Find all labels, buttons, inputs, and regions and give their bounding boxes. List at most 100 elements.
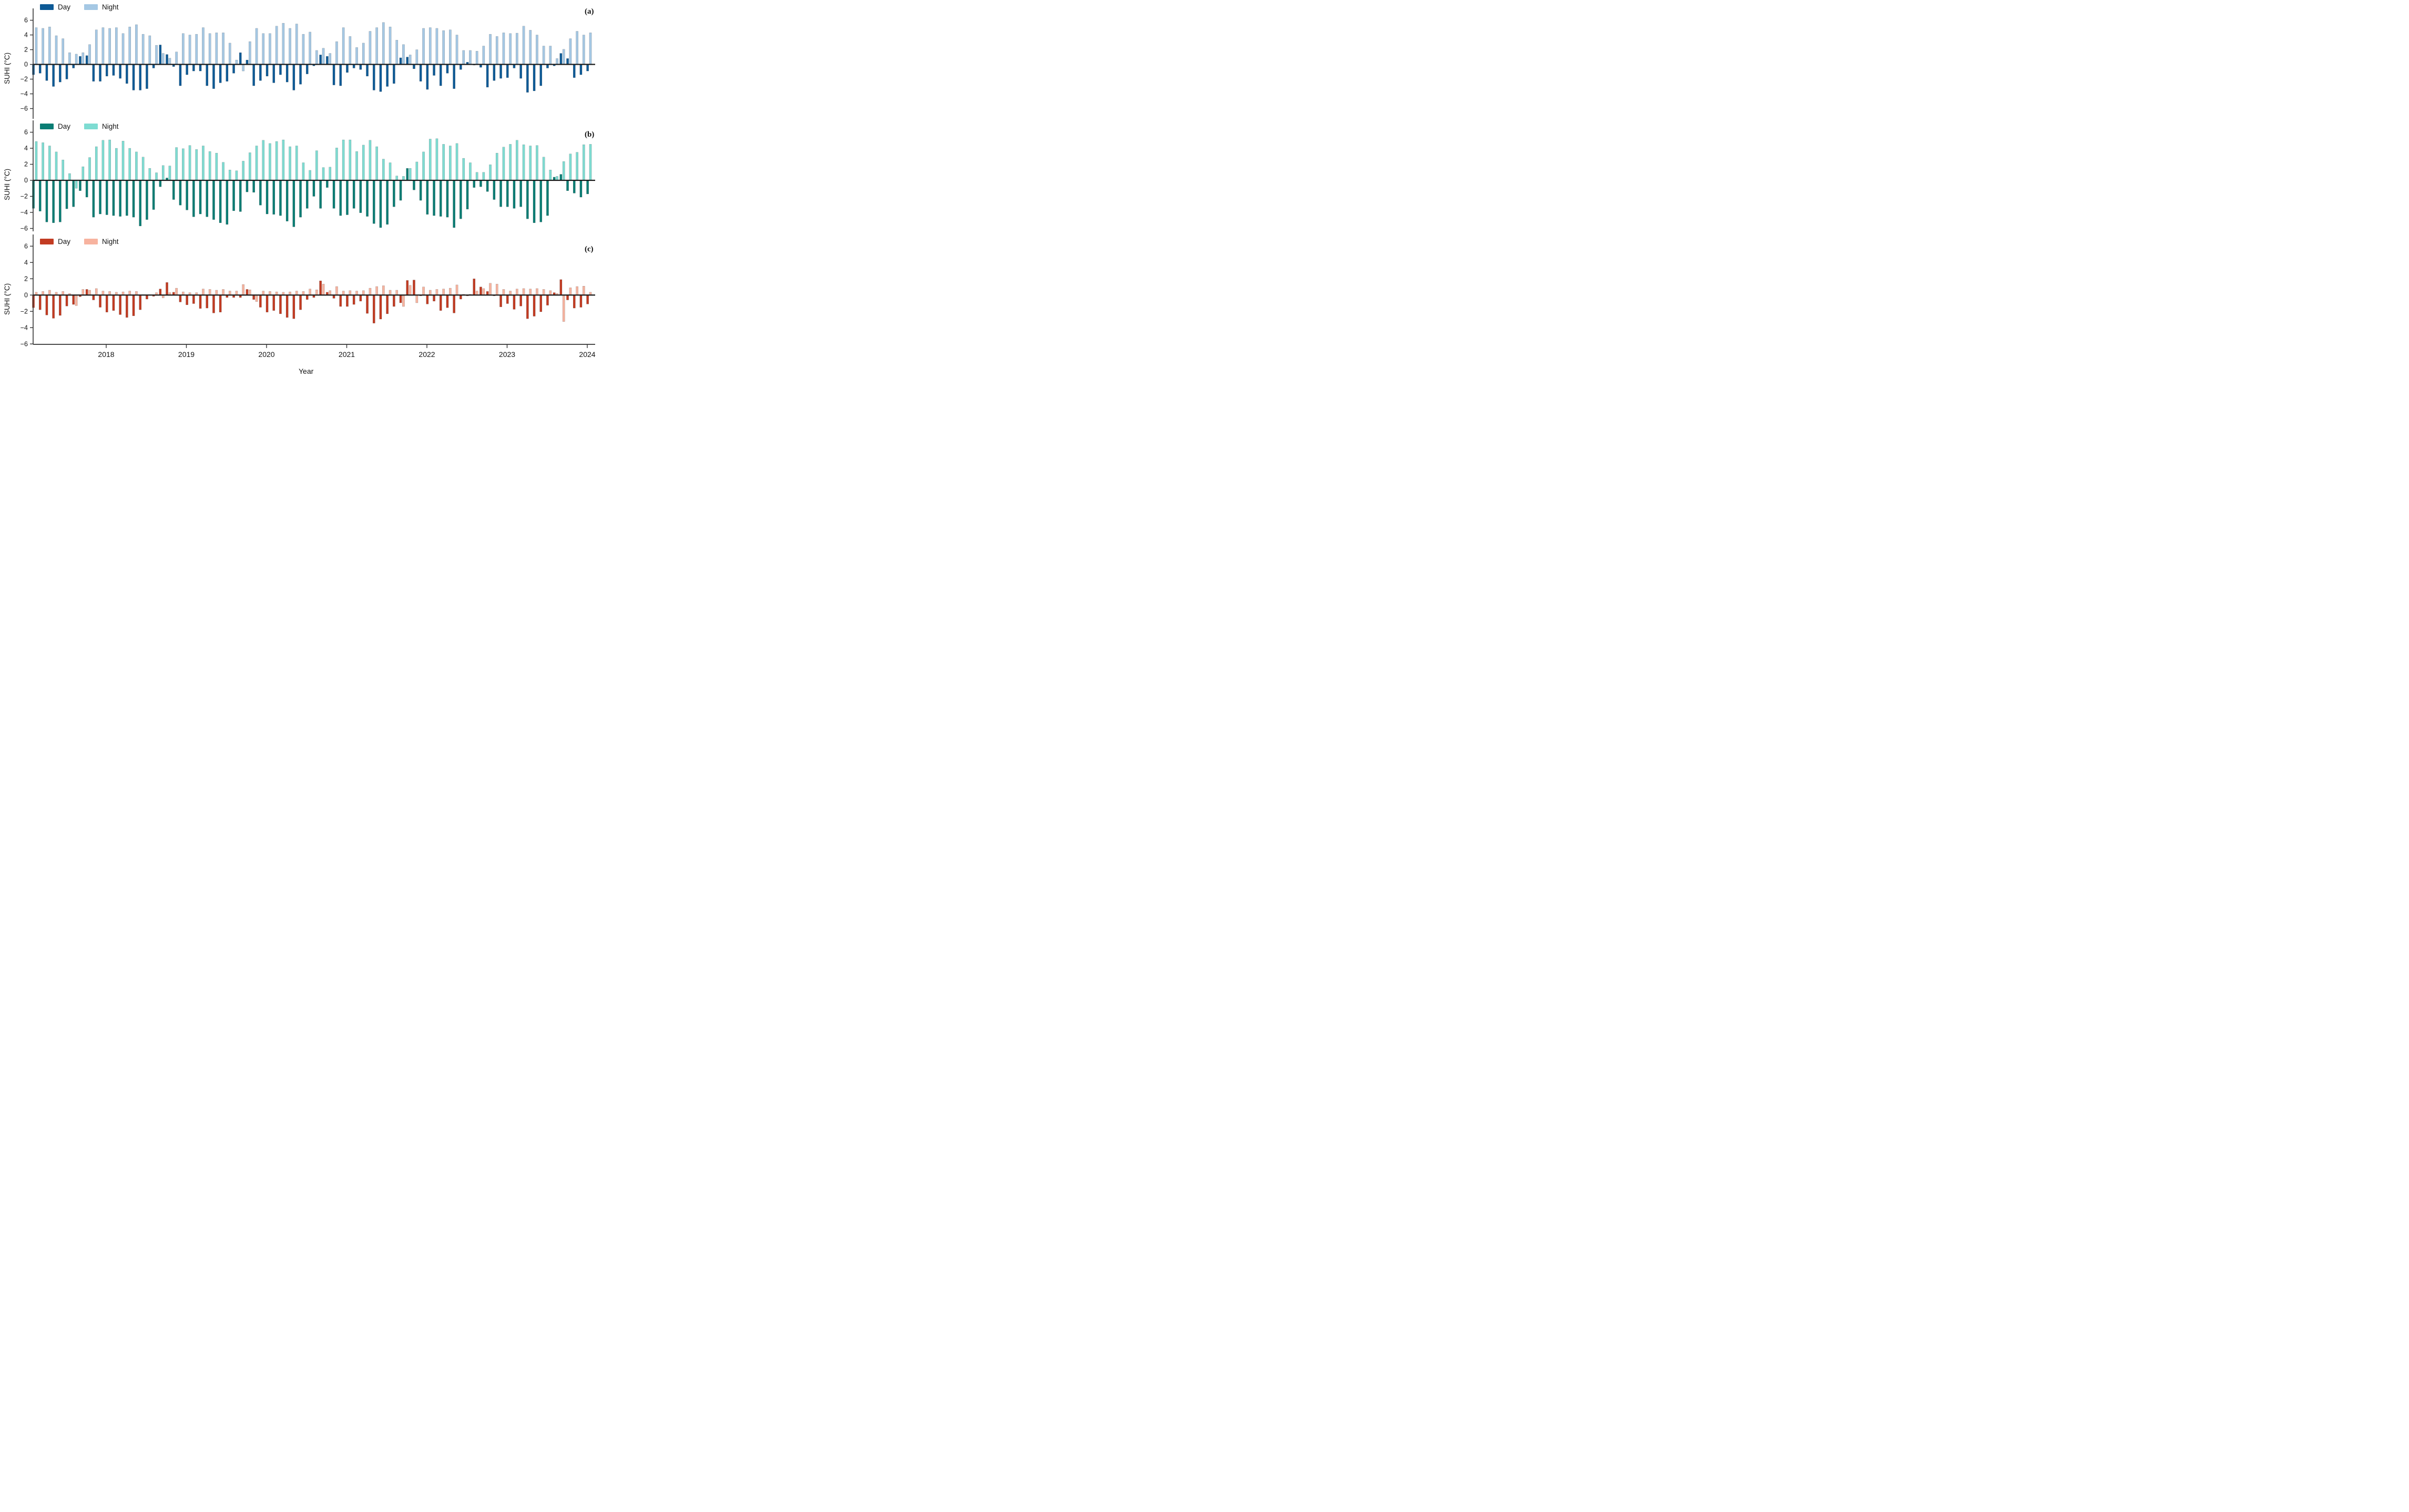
day-bar bbox=[232, 64, 235, 74]
legend-night-swatch-b bbox=[84, 124, 98, 129]
day-bar bbox=[85, 180, 88, 198]
day-bar bbox=[38, 295, 42, 310]
night-bar bbox=[589, 144, 592, 181]
day-bar bbox=[45, 64, 48, 81]
day-bar bbox=[259, 295, 262, 308]
night-bar bbox=[309, 170, 311, 181]
day-bar bbox=[346, 64, 349, 73]
day-bar bbox=[119, 180, 121, 217]
day-bar bbox=[212, 64, 215, 89]
night-bar bbox=[482, 46, 485, 65]
y-tick-label: −4 bbox=[21, 90, 28, 98]
day-bar bbox=[579, 180, 583, 198]
day-bar bbox=[252, 64, 255, 86]
day-bar bbox=[59, 180, 62, 222]
day-bar bbox=[192, 64, 195, 71]
night-bar bbox=[375, 146, 378, 181]
day-bar bbox=[426, 64, 429, 90]
night-bar bbox=[155, 45, 158, 65]
day-bar bbox=[446, 64, 449, 74]
day-bar bbox=[119, 295, 121, 315]
night-bar bbox=[48, 290, 51, 295]
night-bar bbox=[161, 53, 165, 65]
day-bar bbox=[573, 180, 576, 193]
night-bar bbox=[495, 36, 498, 65]
day-bar bbox=[246, 180, 249, 192]
day-bar bbox=[112, 295, 115, 311]
night-bar bbox=[115, 148, 118, 181]
night-bar bbox=[509, 33, 512, 65]
night-bar bbox=[62, 159, 65, 181]
day-bar bbox=[266, 295, 269, 312]
y-tick-label: −4 bbox=[21, 209, 28, 216]
night-bar bbox=[195, 34, 198, 65]
night-bar bbox=[215, 152, 218, 181]
night-bar bbox=[495, 152, 498, 181]
day-bar bbox=[326, 180, 329, 188]
day-bar bbox=[146, 180, 148, 220]
x-tick-label: 2024 bbox=[579, 350, 595, 359]
day-bar bbox=[312, 180, 315, 197]
night-bar bbox=[48, 26, 51, 65]
night-bar bbox=[95, 288, 98, 295]
day-bar bbox=[366, 64, 369, 77]
night-bar bbox=[435, 138, 438, 181]
day-bar bbox=[299, 295, 302, 310]
night-bar bbox=[269, 143, 271, 181]
night-bar bbox=[489, 34, 492, 65]
night-bar bbox=[275, 26, 278, 65]
night-bar bbox=[141, 157, 145, 181]
night-bar bbox=[562, 295, 565, 322]
night-bar bbox=[302, 162, 305, 181]
night-bar bbox=[88, 290, 91, 295]
day-bar bbox=[246, 289, 249, 295]
night-bar bbox=[409, 168, 412, 181]
night-bar bbox=[369, 140, 372, 181]
night-bar bbox=[42, 28, 44, 65]
panel-tag-c: (c) bbox=[585, 245, 594, 253]
night-bar bbox=[402, 176, 405, 181]
night-bar bbox=[569, 154, 572, 181]
night-bar bbox=[389, 162, 392, 181]
night-bar bbox=[529, 289, 532, 295]
day-bar bbox=[372, 180, 375, 224]
night-bar bbox=[188, 145, 191, 181]
night-bar bbox=[249, 152, 251, 181]
night-bar bbox=[435, 28, 438, 65]
night-bar bbox=[569, 288, 572, 295]
night-bar bbox=[428, 139, 432, 181]
night-bar bbox=[475, 291, 478, 295]
day-bar bbox=[346, 180, 349, 215]
day-bar bbox=[546, 295, 549, 305]
night-bar bbox=[322, 48, 325, 65]
night-bar bbox=[295, 24, 298, 65]
y-tick-label: 6 bbox=[24, 17, 28, 24]
night-bar bbox=[583, 35, 585, 65]
legend-day-swatch-b bbox=[40, 124, 54, 129]
night-bar bbox=[81, 166, 85, 181]
x-axis: 2018 2019 2020 2021 2022 2023 2024 bbox=[33, 344, 596, 359]
day-bar bbox=[65, 295, 68, 307]
day-bar bbox=[526, 64, 529, 93]
day-bar bbox=[132, 295, 135, 316]
night-bar bbox=[482, 288, 485, 295]
day-bar bbox=[366, 295, 369, 314]
day-bar bbox=[439, 64, 442, 86]
day-bar bbox=[146, 64, 148, 89]
legend-day-swatch-a bbox=[40, 4, 54, 10]
night-bar bbox=[249, 41, 251, 65]
day-bar bbox=[99, 295, 101, 308]
day-bar bbox=[419, 64, 422, 81]
day-bar bbox=[292, 180, 295, 227]
y-tick-label: 0 bbox=[24, 61, 28, 68]
night-bar bbox=[175, 52, 178, 65]
day-bar bbox=[332, 64, 335, 85]
night-bar bbox=[382, 285, 385, 295]
night-bar bbox=[536, 288, 538, 295]
night-bar bbox=[228, 169, 231, 181]
night-bar bbox=[442, 30, 445, 65]
day-bar bbox=[272, 180, 275, 215]
night-bar bbox=[135, 24, 138, 65]
night-bar bbox=[222, 33, 224, 65]
night-bar bbox=[75, 54, 78, 65]
